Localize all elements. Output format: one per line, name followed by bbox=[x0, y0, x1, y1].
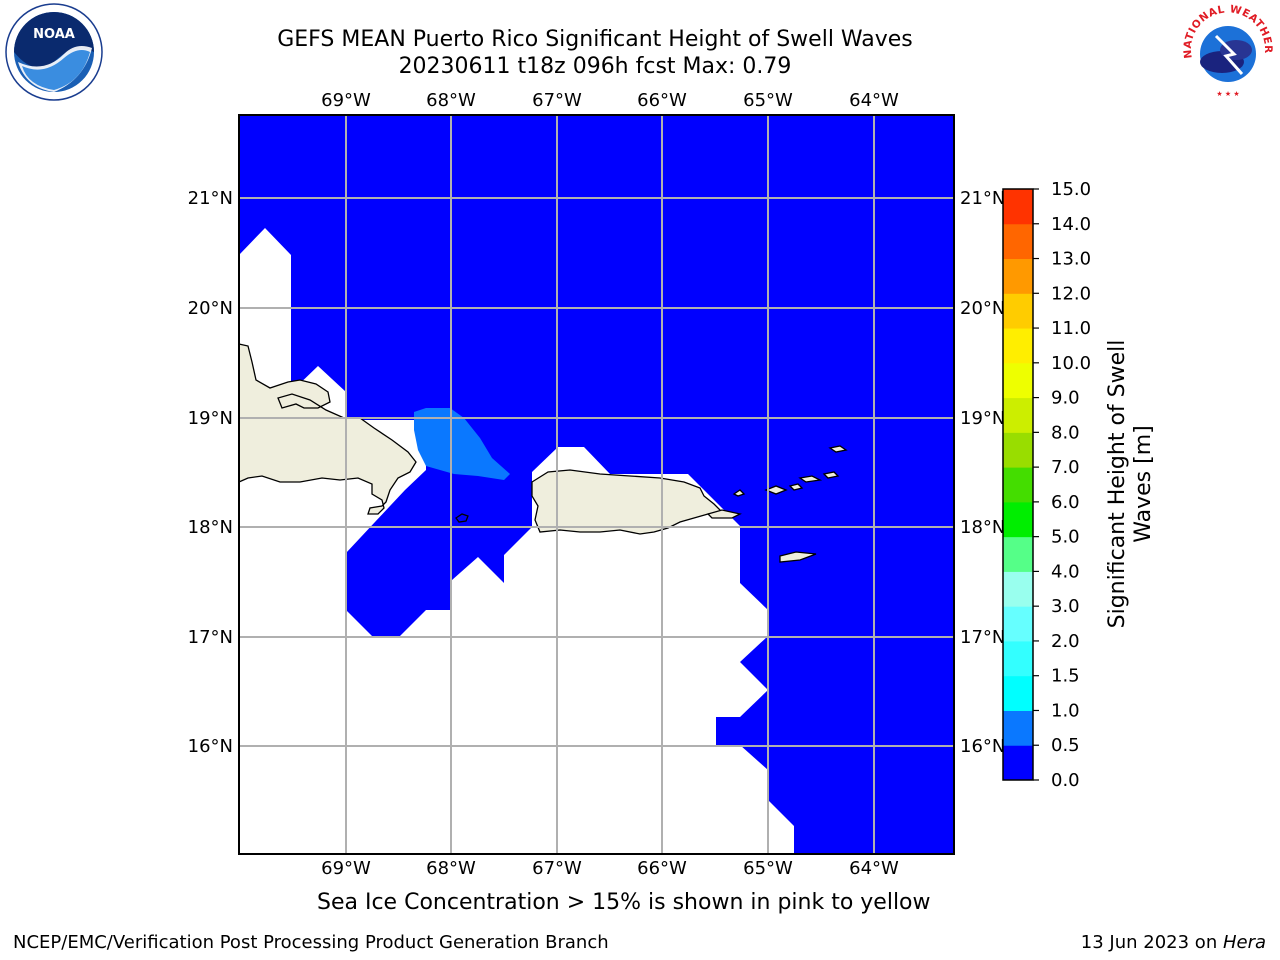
lat-label-right: 20°N bbox=[960, 298, 1005, 319]
lon-labels-bottom: 69°W 68°W 67°W 66°W 65°W 64°W bbox=[321, 858, 899, 879]
map-frame bbox=[238, 114, 955, 855]
lon-label-top: 68°W bbox=[426, 90, 476, 111]
lon-label-bottom: 64°W bbox=[849, 858, 899, 879]
colorbar-tick-label: 1.5 bbox=[1051, 666, 1080, 687]
culebra bbox=[732, 489, 746, 497]
lon-label-top: 64°W bbox=[849, 90, 899, 111]
colorbar-segment bbox=[1003, 467, 1033, 503]
colorbar-segment bbox=[1003, 432, 1033, 468]
colorbar-tick-label: 1.0 bbox=[1051, 700, 1080, 721]
st-croix bbox=[779, 551, 817, 563]
colorbar-tick-label: 3.0 bbox=[1051, 596, 1080, 617]
vieques bbox=[706, 509, 742, 519]
lat-label-right: 21°N bbox=[960, 188, 1005, 209]
gridlines bbox=[239, 115, 954, 854]
colorbar-tick-label: 4.0 bbox=[1051, 561, 1080, 582]
nws-logo: NATIONAL WEATHER SERVICE ★ ★ ★ bbox=[1178, 2, 1276, 100]
lon-label-top: 67°W bbox=[532, 90, 582, 111]
noaa-logo-text: NOAA bbox=[33, 27, 75, 42]
colorbar-tick-label: 5.0 bbox=[1051, 527, 1080, 548]
puerto-rico bbox=[531, 469, 724, 535]
colorbar-segment bbox=[1003, 189, 1033, 225]
no-data-regions bbox=[239, 228, 794, 854]
colorbar-segment bbox=[1003, 223, 1033, 260]
colorbar-segment bbox=[1003, 710, 1033, 746]
plot-title-line2: 20230611 t18z 096h fcst Max: 0.79 bbox=[398, 54, 792, 79]
colorbar-tick-label: 13.0 bbox=[1051, 249, 1091, 270]
colorbar-tick-label: 8.0 bbox=[1051, 422, 1080, 443]
colorbar-segment bbox=[1003, 362, 1033, 399]
colorbar-tick-label: 7.0 bbox=[1051, 457, 1080, 478]
colorbar-tick-label: 10.0 bbox=[1051, 353, 1091, 374]
swell-highlight-0.5m bbox=[414, 408, 510, 480]
colorbar-frame bbox=[1002, 188, 1034, 781]
colorbar-label-line2: Waves [m] bbox=[1131, 425, 1156, 542]
lat-label-left: 16°N bbox=[188, 736, 233, 757]
noaa-logo: NOAA bbox=[5, 3, 103, 101]
sea-ice-caption: Sea Ice Concentration > 15% is shown in … bbox=[317, 890, 931, 915]
colorbar-segment bbox=[1003, 571, 1033, 607]
colorbar-tick-label: 0.5 bbox=[1051, 735, 1080, 756]
colorbar-tick-label: 15.0 bbox=[1051, 179, 1091, 200]
no-data-west bbox=[239, 228, 794, 854]
lon-label-bottom: 65°W bbox=[743, 858, 793, 879]
lat-labels-right: 21°N 20°N 19°N 18°N 17°N 16°N bbox=[960, 188, 1005, 757]
lon-labels-top: 69°W 68°W 67°W 66°W 65°W 64°W bbox=[321, 90, 899, 111]
lat-label-right: 18°N bbox=[960, 517, 1005, 538]
colorbar-segment bbox=[1003, 536, 1033, 572]
colorbar-segment bbox=[1003, 745, 1033, 781]
lon-label-top: 66°W bbox=[637, 90, 687, 111]
colorbar-segment bbox=[1003, 501, 1033, 538]
lat-labels-left: 21°N 20°N 19°N 18°N 17°N 16°N bbox=[188, 188, 233, 757]
tortola bbox=[798, 475, 823, 483]
colorbar-segment bbox=[1003, 328, 1033, 364]
colorbar-segment bbox=[1003, 606, 1033, 642]
plot-title-line1: GEFS MEAN Puerto Rico Significant Height… bbox=[277, 27, 913, 52]
colorbar-tick-label: 6.0 bbox=[1051, 492, 1080, 513]
footer-host: Hera bbox=[1222, 932, 1266, 953]
lon-label-top: 69°W bbox=[321, 90, 371, 111]
colorbar-tick-label: 14.0 bbox=[1051, 214, 1091, 235]
lon-label-bottom: 67°W bbox=[532, 858, 582, 879]
anegada bbox=[828, 445, 848, 453]
lon-label-bottom: 68°W bbox=[426, 858, 476, 879]
colorbar-tick-label: 11.0 bbox=[1051, 318, 1091, 339]
st-thomas bbox=[764, 485, 788, 495]
lon-label-bottom: 69°W bbox=[321, 858, 371, 879]
footer-credit: NCEP/EMC/Verification Post Processing Pr… bbox=[13, 932, 609, 953]
map-panel bbox=[238, 114, 955, 855]
colorbar-tick-labels: 0.0 0.5 1.0 1.5 2.0 3.0 4.0 5.0 6.0 7.0 8.0 9.0 10.0… bbox=[1051, 179, 1091, 791]
lat-label-left: 20°N bbox=[188, 298, 233, 319]
lat-label-right: 17°N bbox=[960, 627, 1005, 648]
lon-label-bottom: 66°W bbox=[637, 858, 687, 879]
lat-label-left: 17°N bbox=[188, 627, 233, 648]
colorbar-segment bbox=[1003, 258, 1033, 294]
footer-date: 13 Jun 2023 on Hera bbox=[1081, 932, 1266, 953]
colorbar-segment bbox=[1003, 675, 1033, 711]
colorbar-tick-label: 2.0 bbox=[1051, 631, 1080, 652]
lat-label-left: 19°N bbox=[188, 408, 233, 429]
colorbar-segment bbox=[1003, 640, 1033, 677]
st-john bbox=[788, 483, 804, 491]
mona-island bbox=[455, 513, 469, 523]
lat-label-right: 16°N bbox=[960, 736, 1005, 757]
colorbar-label-line1: Significant Height of Swell bbox=[1105, 340, 1130, 629]
colorbar-segment bbox=[1003, 293, 1033, 329]
colorbar-tick-label: 9.0 bbox=[1051, 388, 1080, 409]
svg-text:★ ★ ★: ★ ★ ★ bbox=[1216, 90, 1239, 98]
footer-date-text: 13 Jun 2023 on bbox=[1080, 932, 1223, 953]
virgin-gorda bbox=[822, 471, 840, 479]
colorbar-tick-label: 12.0 bbox=[1051, 283, 1091, 304]
lat-label-left: 18°N bbox=[188, 517, 233, 538]
land-masses bbox=[238, 343, 848, 563]
lat-label-right: 19°N bbox=[960, 408, 1005, 429]
lon-label-top: 65°W bbox=[743, 90, 793, 111]
colorbar-segment bbox=[1003, 397, 1033, 433]
colorbar-tick-label: 0.0 bbox=[1051, 770, 1080, 791]
colorbar bbox=[1002, 188, 1039, 781]
lat-label-left: 21°N bbox=[188, 188, 233, 209]
